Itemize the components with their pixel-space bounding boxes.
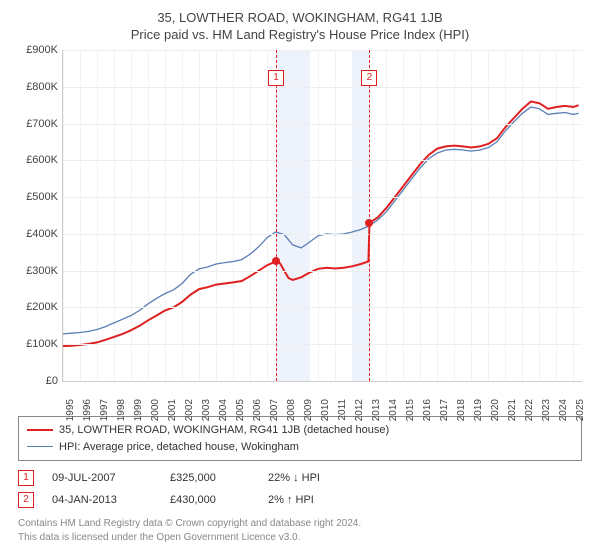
y-tick-label: £200K	[26, 301, 58, 313]
x-tick-label: 2015	[405, 399, 416, 421]
gridline	[63, 271, 582, 272]
chart-svg	[63, 50, 582, 381]
y-tick-label: £900K	[26, 44, 58, 56]
gridline	[63, 160, 582, 161]
gridline	[63, 307, 582, 308]
x-tick-label: 2001	[167, 399, 178, 421]
x-tick-label: 2025	[575, 399, 586, 421]
x-tick-label: 2004	[218, 399, 229, 421]
y-tick-label: £300K	[26, 265, 58, 277]
transaction-row: 1 09-JUL-2007 £325,000 22% ↓ HPI	[18, 467, 582, 489]
transaction-vline	[369, 50, 370, 381]
transaction-dot	[365, 219, 373, 227]
chart-title: 35, LOWTHER ROAD, WOKINGHAM, RG41 1JB	[18, 10, 582, 25]
transaction-number: 2	[18, 492, 34, 508]
x-tick-label: 2013	[371, 399, 382, 421]
gridline	[63, 197, 582, 198]
footer-license: This data is licensed under the Open Gov…	[18, 531, 582, 545]
chart-subtitle: Price paid vs. HM Land Registry's House …	[18, 27, 582, 42]
x-tick-label: 2007	[269, 399, 280, 421]
x-tick-label: 1998	[116, 399, 127, 421]
x-tick-label: 1997	[99, 399, 110, 421]
transaction-diff: 22% ↓ HPI	[268, 472, 358, 484]
y-tick-label: £700K	[26, 118, 58, 130]
x-tick-label: 2018	[456, 399, 467, 421]
gridline	[63, 50, 582, 51]
x-tick-label: 2020	[490, 399, 501, 421]
transaction-price: £325,000	[170, 472, 250, 484]
chart-area: £0 £100K £200K £300K £400K £500K £600K £700K £80…	[18, 50, 582, 410]
transaction-vline	[276, 50, 277, 381]
transaction-number: 1	[18, 470, 34, 486]
x-tick-label: 2012	[354, 399, 365, 421]
legend-swatch	[27, 446, 53, 447]
x-tick-label: 2021	[507, 399, 518, 421]
legend: 35, LOWTHER ROAD, WOKINGHAM, RG41 1JB (d…	[18, 416, 582, 461]
y-axis: £0£100K£200K£300K£400K£500K£600K£700K£80…	[18, 50, 62, 382]
x-axis: 1995199619971998199920002001200220032004…	[62, 382, 582, 410]
transaction-date: 09-JUL-2007	[52, 472, 152, 484]
plot-area: 12	[62, 50, 582, 382]
x-tick-label: 2023	[541, 399, 552, 421]
legend-swatch	[27, 429, 53, 431]
gridline	[63, 124, 582, 125]
x-tick-label: 2009	[303, 399, 314, 421]
footer-copyright: Contains HM Land Registry data © Crown c…	[18, 517, 582, 531]
y-tick-label: £800K	[26, 81, 58, 93]
x-tick-label: 2005	[235, 399, 246, 421]
x-tick-label: 2000	[150, 399, 161, 421]
x-tick-label: 2008	[286, 399, 297, 421]
legend-label: HPI: Average price, detached house, Woki…	[59, 439, 299, 456]
y-tick-label: £100K	[26, 338, 58, 350]
legend-label: 35, LOWTHER ROAD, WOKINGHAM, RG41 1JB (d…	[59, 422, 389, 439]
x-tick-label: 1995	[65, 399, 76, 421]
x-tick-label: 2011	[337, 399, 348, 421]
y-tick-label: £600K	[26, 154, 58, 166]
gridline	[63, 87, 582, 88]
x-tick-label: 2016	[422, 399, 433, 421]
transaction-price: £430,000	[170, 494, 250, 506]
transaction-diff: 2% ↑ HPI	[268, 494, 358, 506]
transaction-dot	[272, 257, 280, 265]
transaction-date: 04-JAN-2013	[52, 494, 152, 506]
transaction-marker: 1	[268, 70, 284, 86]
x-tick-label: 2024	[558, 399, 569, 421]
y-tick-label: £500K	[26, 191, 58, 203]
x-tick-label: 1996	[82, 399, 93, 421]
transaction-table: 1 09-JUL-2007 £325,000 22% ↓ HPI 2 04-JAN-201…	[18, 467, 582, 511]
x-tick-label: 2019	[473, 399, 484, 421]
legend-item: 35, LOWTHER ROAD, WOKINGHAM, RG41 1JB (d…	[27, 422, 573, 439]
footer: Contains HM Land Registry data © Crown c…	[18, 517, 582, 544]
x-tick-label: 2022	[524, 399, 535, 421]
gridline	[63, 234, 582, 235]
x-tick-label: 2010	[320, 399, 331, 421]
transaction-marker: 2	[361, 70, 377, 86]
x-tick-label: 2002	[184, 399, 195, 421]
legend-item: HPI: Average price, detached house, Woki…	[27, 439, 573, 456]
chart-container: 35, LOWTHER ROAD, WOKINGHAM, RG41 1JB Pr…	[0, 0, 600, 552]
x-tick-label: 1999	[133, 399, 144, 421]
x-tick-label: 2003	[201, 399, 212, 421]
x-tick-label: 2006	[252, 399, 263, 421]
x-tick-label: 2017	[439, 399, 450, 421]
y-tick-label: £400K	[26, 228, 58, 240]
transaction-row: 2 04-JAN-2013 £430,000 2% ↑ HPI	[18, 489, 582, 511]
gridline	[63, 344, 582, 345]
series-hpi	[63, 107, 579, 334]
y-tick-label: £0	[46, 375, 58, 387]
x-tick-label: 2014	[388, 399, 399, 421]
